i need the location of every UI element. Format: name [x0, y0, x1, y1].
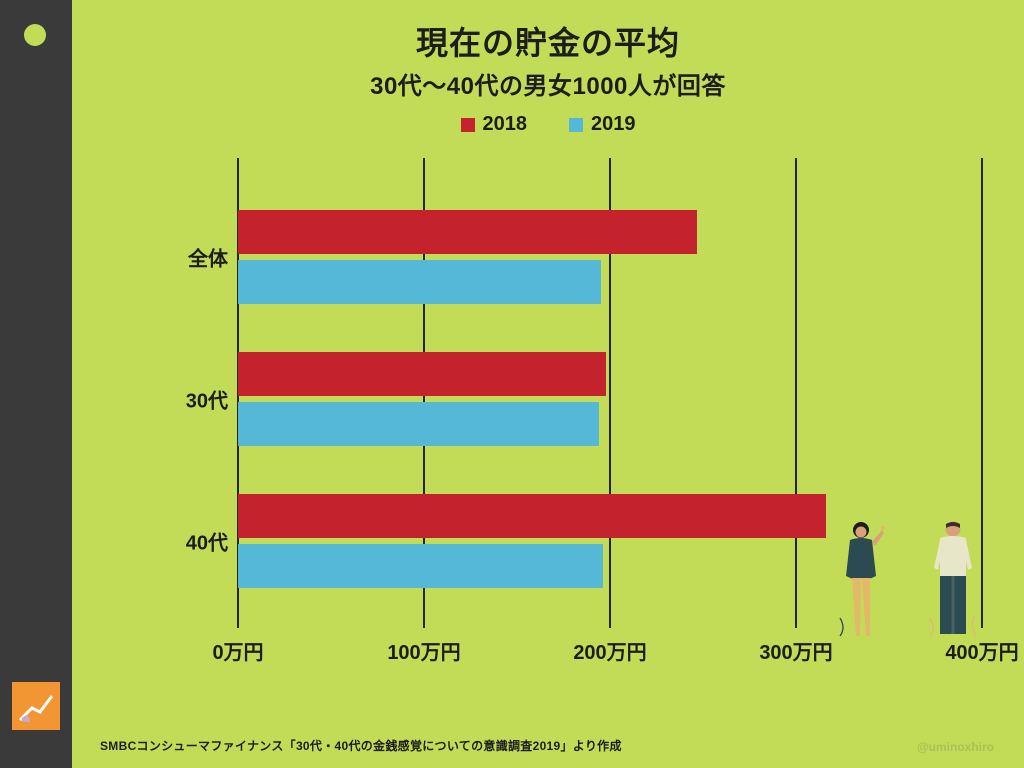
legend-item: 2019 [569, 113, 636, 136]
x-tick-label: 200万円 [573, 636, 646, 665]
man-icon [926, 518, 980, 638]
logo-icon [12, 682, 60, 730]
accent-dot-icon [24, 24, 46, 46]
legend-item: 2018 [461, 113, 528, 136]
bar-2018 [238, 210, 697, 254]
credit-caption: @uminoxhiro [917, 740, 994, 754]
x-tick-label: 100万円 [387, 636, 460, 665]
legend-label: 2019 [591, 113, 636, 136]
category-label: 40代 [162, 527, 228, 556]
source-caption: SMBCコンシューマファイナンス「30代・40代の金銭感覚についての意識調査20… [100, 737, 622, 754]
people-illustration [832, 518, 980, 638]
x-tick-label: 400万円 [945, 636, 1018, 665]
legend-swatch-icon [569, 118, 583, 132]
main-panel: 現在の貯金の平均 30代〜40代の男女1000人が回答 2018 2019 0万円… [72, 0, 1024, 768]
legend: 2018 2019 [100, 113, 996, 136]
chart-subtitle: 30代〜40代の男女1000人が回答 [100, 66, 996, 101]
sidebar [0, 0, 72, 768]
x-tick-label: 300万円 [759, 636, 832, 665]
legend-swatch-icon [461, 118, 475, 132]
chart-title: 現在の貯金の平均 [100, 18, 996, 64]
x-tick-label: 0万円 [212, 636, 263, 665]
woman-icon [832, 518, 890, 638]
category-label: 30代 [162, 385, 228, 414]
bar-2019 [238, 402, 599, 446]
bar-2019 [238, 260, 601, 304]
gridline [981, 158, 983, 628]
bar-2018 [238, 352, 606, 396]
gridline [795, 158, 797, 628]
legend-label: 2018 [483, 113, 528, 136]
bar-2019 [238, 544, 603, 588]
category-label: 全体 [162, 243, 228, 272]
bar-2018 [238, 494, 826, 538]
